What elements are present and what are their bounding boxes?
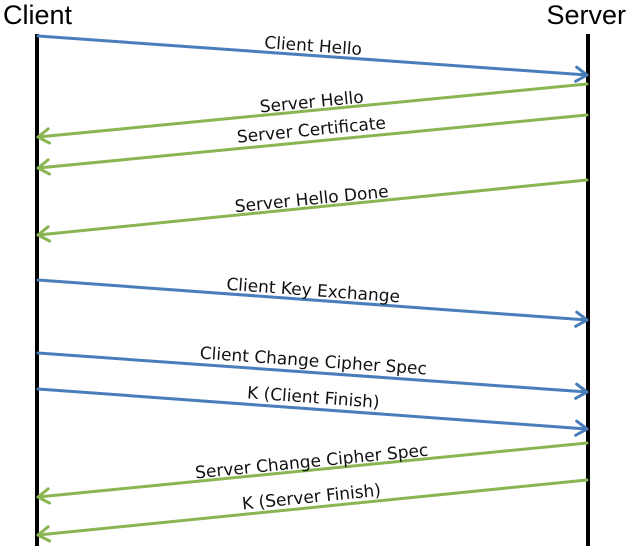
message-arrow-line (36, 34, 589, 77)
message-arrow: Server Hello Done (36, 178, 589, 243)
message-arrowhead (36, 525, 52, 543)
message-arrowhead (36, 158, 52, 176)
message-label: Client Key Exchange (226, 275, 401, 308)
message-label: K (Server Finish) (241, 481, 382, 515)
message-arrow-line (36, 113, 589, 170)
server-participant-label: Server (546, 0, 626, 30)
message-arrow-line (36, 441, 589, 499)
message-arrow-line (36, 387, 589, 431)
message-arrowhead (574, 419, 589, 437)
message-label: Server Change Cipher Spec (194, 441, 429, 484)
message-arrow: K (Client Finish) (36, 383, 589, 437)
message-arrow-line (36, 351, 589, 394)
message-arrowhead (36, 225, 52, 243)
message-arrow: Server Certificate (36, 113, 589, 176)
message-arrowhead (574, 310, 589, 328)
client-participant-label: Client (3, 0, 73, 30)
message-arrow-line (36, 278, 589, 322)
message-label: Client Change Cipher Spec (199, 343, 427, 379)
message-label: Client Hello (264, 33, 363, 60)
message-arrowhead (36, 127, 52, 145)
message-arrow: Client Key Exchange (36, 275, 589, 328)
message-arrowhead (574, 382, 589, 400)
message-arrow-line (36, 82, 589, 139)
message-label: Server Hello (259, 88, 365, 118)
message-label: Server Hello Done (234, 182, 390, 217)
message-arrow-line (36, 478, 589, 537)
message-arrow-line (36, 178, 589, 237)
message-arrowhead (36, 487, 52, 505)
message-arrowhead (574, 65, 589, 83)
message-arrow: Client Hello (36, 33, 589, 83)
